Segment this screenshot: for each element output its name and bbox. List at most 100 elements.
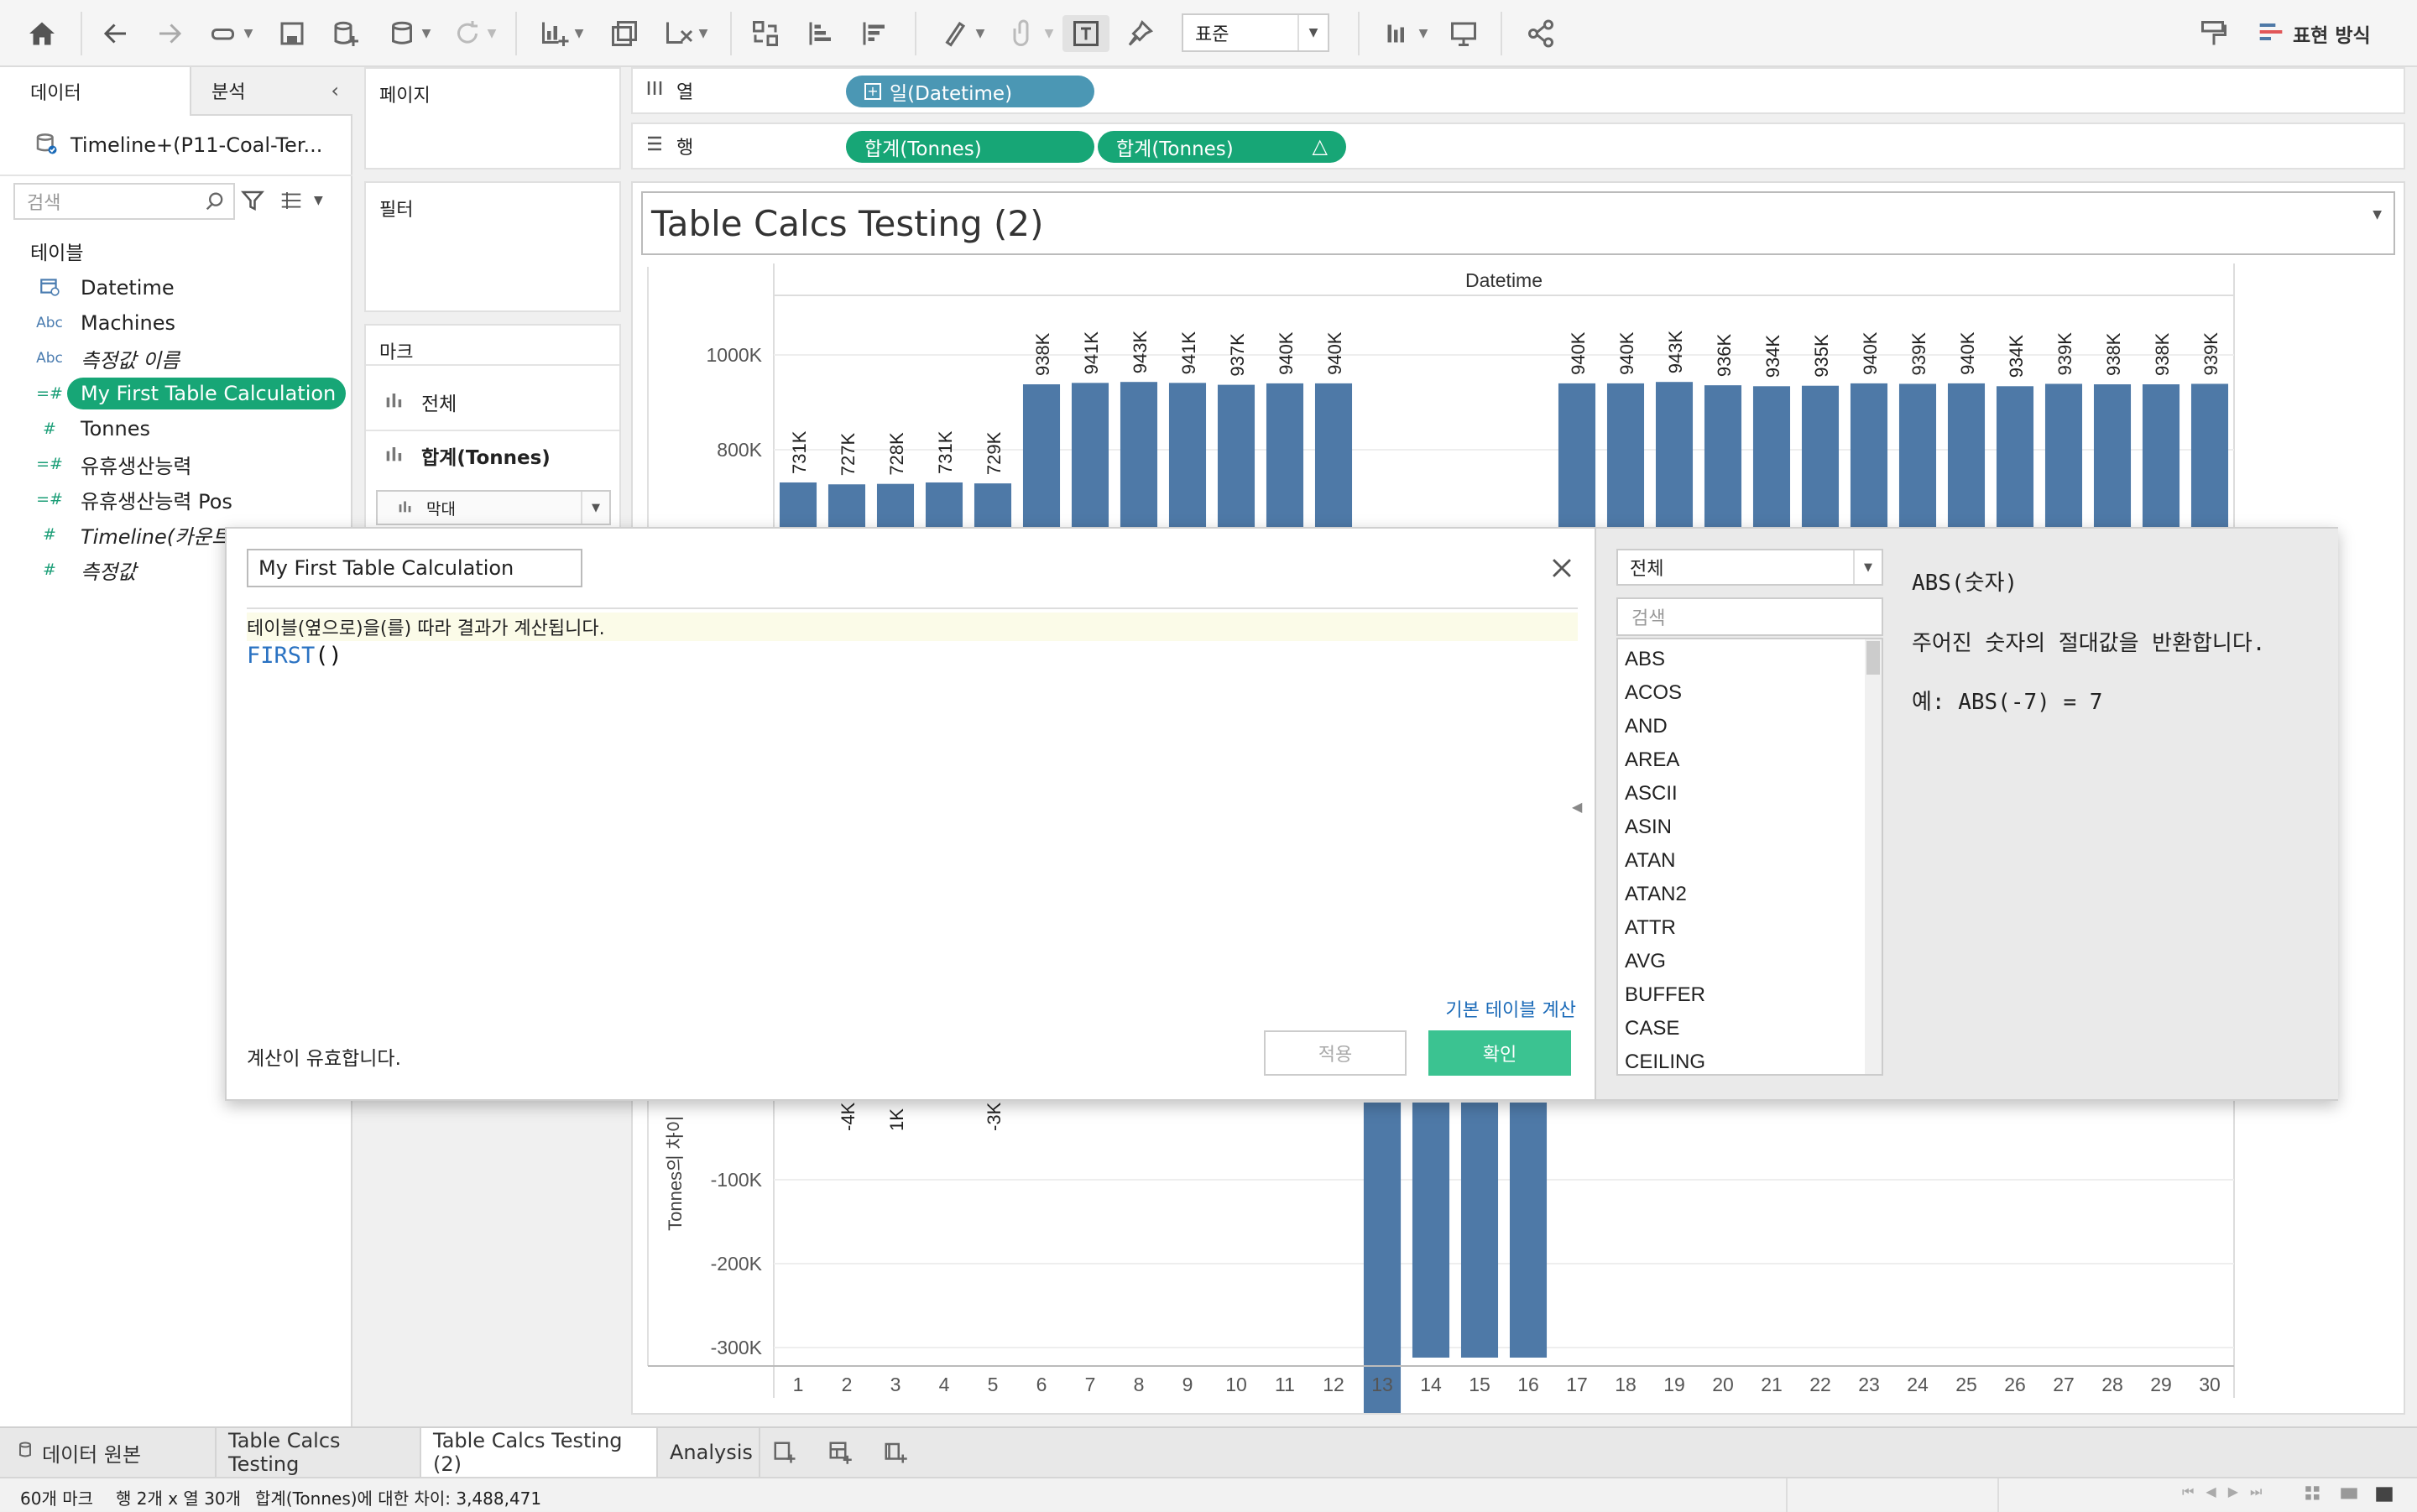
mark-type-select[interactable]: 막대 ▼	[376, 490, 611, 525]
function-list-item[interactable]: ATAN	[1625, 849, 1676, 872]
new-worksheet-icon[interactable]	[760, 1428, 816, 1477]
field-item[interactable]: Abc Machines	[0, 305, 352, 341]
home-icon[interactable]	[23, 15, 60, 52]
function-list-item[interactable]: ATAN2	[1625, 883, 1687, 905]
function-list-item[interactable]: AVG	[1625, 950, 1666, 972]
function-list-item[interactable]: AND	[1625, 715, 1668, 738]
save-icon[interactable]	[274, 15, 311, 52]
row-pill-tonnes[interactable]: 합계(Tonnes)	[846, 131, 1094, 163]
row-pill-tonnes-difference[interactable]: 합계(Tonnes) △	[1098, 131, 1346, 163]
field-item[interactable]: Datetime	[0, 270, 352, 305]
device-preview-icon[interactable]	[1445, 15, 1482, 52]
sort-descending-icon[interactable]	[856, 15, 893, 52]
function-search-input[interactable]: 검색	[1616, 597, 1883, 636]
sheet-tab-analysis[interactable]: Analysis	[658, 1428, 760, 1477]
pin-icon[interactable]	[1121, 15, 1158, 52]
new-datasource-icon[interactable]	[327, 15, 364, 52]
back-arrow-icon[interactable]	[97, 15, 134, 52]
function-list-item[interactable]: BUFFER	[1625, 983, 1705, 1006]
columns-shelf[interactable]: 열 + 일(Datetime)	[631, 67, 2405, 114]
function-list[interactable]: ABS ACOS AND AREA ASCII ASIN ATAN ATAN2 ATTR AVG B…	[1616, 638, 1883, 1076]
field-item[interactable]: # Timeline(카운트)	[0, 517, 352, 552]
filters-card[interactable]: 필터	[364, 181, 621, 312]
field-item[interactable]: =# My First Table Calculation	[0, 376, 352, 411]
x-tick-label: 26	[2004, 1374, 2026, 1395]
view-title-box[interactable]: Table Calcs Testing (2) ▼	[641, 191, 2395, 255]
sheet-navigation-icon[interactable]: ⏮◀▶⏭	[2182, 1483, 2274, 1499]
collapse-pane-icon[interactable]: ‹	[331, 79, 339, 102]
datasource-icon[interactable]: ▼	[379, 15, 438, 52]
expand-plus-icon[interactable]: +	[864, 83, 881, 100]
formula-editor[interactable]: FIRST()	[247, 643, 1578, 1004]
show-tabs-icon[interactable]	[2373, 1483, 2395, 1509]
sheet-tab-table-calcs-testing[interactable]: Table Calcs Testing	[217, 1428, 421, 1477]
bar	[1801, 385, 1840, 535]
close-icon[interactable]	[1548, 554, 1576, 582]
chevron-down-icon[interactable]: ▼	[1297, 15, 1328, 50]
clear-sheet-icon[interactable]: ▼	[656, 15, 715, 52]
function-category-select[interactable]: 전체 ▼	[1616, 549, 1883, 586]
show-me-button[interactable]: 표현 방식	[2258, 15, 2371, 52]
apply-button[interactable]: 적용	[1264, 1030, 1407, 1076]
function-list-item[interactable]: ABS	[1625, 648, 1666, 670]
new-worksheet-icon[interactable]: ▼	[532, 15, 591, 52]
datasource-row[interactable]: Timeline+(P11-Coal-Ter...	[0, 116, 352, 176]
function-list-scrollbar[interactable]	[1865, 639, 1882, 1074]
tab-data[interactable]: 데이터	[0, 67, 190, 116]
measure-icon: #	[43, 420, 56, 438]
format-paint-roller-icon[interactable]	[2195, 15, 2232, 52]
new-story-icon[interactable]	[871, 1428, 927, 1477]
new-dashboard-icon[interactable]	[816, 1428, 871, 1477]
chevron-down-icon[interactable]: ▼	[314, 194, 323, 207]
default-table-calc-link[interactable]: 기본 테이블 계산	[1445, 1000, 1576, 1021]
function-list-item[interactable]: ASIN	[1625, 816, 1673, 838]
highlight-icon[interactable]: ▼	[933, 15, 992, 52]
rows-shelf[interactable]: 행 합계(Tonnes) 합계(Tonnes) △	[631, 123, 2405, 169]
sort-ascending-icon[interactable]	[802, 15, 839, 52]
chevron-down-icon[interactable]: ▼	[1853, 550, 1882, 584]
group-paperclip-icon[interactable]: ▼	[1002, 15, 1061, 52]
mark-type-value: 막대	[426, 499, 456, 519]
sheet-tab-table-calcs-testing-2[interactable]: Table Calcs Testing (2)	[421, 1428, 658, 1477]
redo-flow-icon[interactable]: ▼	[201, 15, 260, 52]
column-pill-datetime[interactable]: + 일(Datetime)	[846, 76, 1094, 107]
field-item[interactable]: Abc 측정값 이름	[0, 341, 352, 376]
show-mark-labels-icon[interactable]	[1062, 15, 1109, 52]
duplicate-sheet-icon[interactable]	[606, 15, 643, 52]
function-list-item[interactable]: CASE	[1625, 1017, 1680, 1040]
field-item[interactable]: # 측정값	[0, 552, 352, 587]
function-list-item[interactable]: ACOS	[1625, 681, 1683, 704]
view-options-icon[interactable]: ▼	[279, 188, 323, 213]
field-item[interactable]: =# 유휴생산능력	[0, 446, 352, 482]
filter-icon[interactable]	[240, 188, 265, 216]
fit-select[interactable]: 표준 ▼	[1182, 13, 1329, 52]
tab-data-label: 데이터	[30, 83, 81, 104]
function-list-item[interactable]: AREA	[1625, 748, 1680, 771]
presentation-mode-icon[interactable]: ▼	[1375, 15, 1437, 52]
x-tick-label: 12	[1323, 1374, 1344, 1395]
datasource-tab[interactable]: 데이터 원본	[0, 1428, 217, 1477]
show-filmstrip-icon[interactable]	[2338, 1483, 2360, 1509]
function-list-item[interactable]: ATTR	[1625, 916, 1676, 939]
show-sheet-sorter-icon[interactable]	[2303, 1483, 2325, 1509]
collapse-functions-icon[interactable]: ◀	[1572, 799, 1583, 815]
field-item[interactable]: =# 유휴생산능력 Pos	[0, 482, 352, 517]
field-item[interactable]: # Tonnes	[0, 411, 352, 446]
swap-rows-columns-icon[interactable]	[747, 15, 784, 52]
function-list-item[interactable]: ASCII	[1625, 782, 1678, 805]
scrollbar-thumb[interactable]	[1866, 641, 1880, 675]
marks-sum-row[interactable]: 합계(Tonnes)	[383, 441, 551, 470]
chevron-down-icon[interactable]: ▼	[581, 492, 609, 524]
pages-card[interactable]: 페이지	[364, 67, 621, 169]
marks-all-row[interactable]: 전체	[383, 388, 457, 416]
share-icon[interactable]	[1522, 15, 1559, 52]
rows-shelf-label: 행	[645, 124, 693, 168]
field-search-input[interactable]: 검색	[13, 183, 235, 220]
function-list-item[interactable]: CEILING	[1625, 1051, 1706, 1073]
forward-arrow-icon[interactable]	[151, 15, 188, 52]
refresh-icon[interactable]: ▼	[445, 15, 504, 52]
ok-button[interactable]: 확인	[1428, 1030, 1571, 1076]
calc-name-input[interactable]: My First Table Calculation	[247, 549, 582, 587]
tab-analysis[interactable]: 분석 ‹	[190, 67, 352, 116]
chevron-down-icon[interactable]: ▼	[2373, 208, 2382, 222]
